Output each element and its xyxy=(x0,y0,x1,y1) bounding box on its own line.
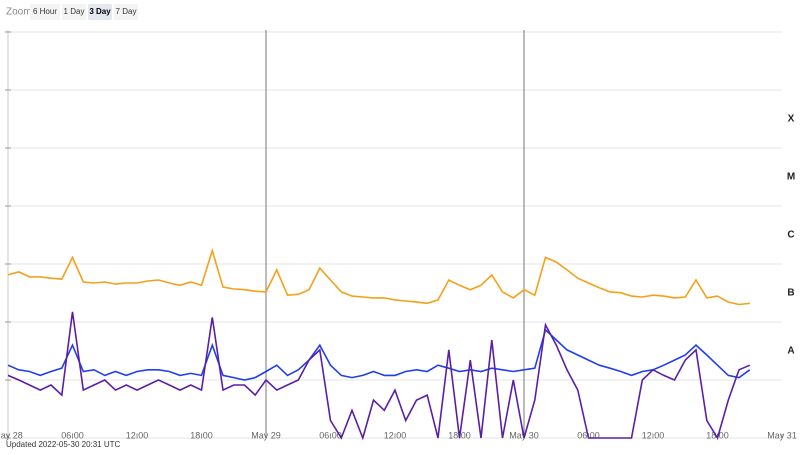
zoom-button[interactable] xyxy=(114,4,138,20)
class-label: X xyxy=(788,114,795,125)
class-label: M xyxy=(787,172,795,183)
zoom-button-label[interactable]: 1 Day xyxy=(64,7,85,16)
zoom-label: Zoom xyxy=(6,7,32,18)
zoom-button[interactable] xyxy=(62,4,86,20)
x-tick-label: May 29 xyxy=(251,430,281,440)
zoom-button[interactable] xyxy=(88,4,112,20)
x-tick-label: 06:00 xyxy=(319,430,342,440)
x-tick-label: May 31 xyxy=(767,430,797,440)
zoom-button[interactable] xyxy=(30,4,60,20)
x-tick-label: 12:00 xyxy=(642,430,665,440)
class-label: C xyxy=(787,230,794,241)
class-label: A xyxy=(787,346,794,357)
zoom-button-label[interactable]: 7 Day xyxy=(116,7,137,16)
x-tick-label: 18:00 xyxy=(190,430,213,440)
x-tick-label: 12:00 xyxy=(126,430,149,440)
plot: A B C M X May 28 06:00 12:00 18:00 May 29 06:00 12:… xyxy=(0,30,797,441)
flux-line xyxy=(7,311,751,441)
x-tick-label: 12:00 xyxy=(384,430,407,440)
updated: Updated 2022-05-30 20:31 UTC xyxy=(6,440,121,449)
x-tick-label: 06:00 xyxy=(61,430,84,440)
zoom-buttons: 6 Hour 1 Day 3 Day 7 Day xyxy=(30,4,138,20)
zoom-button-label[interactable]: 3 Day xyxy=(89,7,111,16)
x-tick-label: May 28 xyxy=(0,430,23,440)
flux-line xyxy=(7,247,750,306)
zoom-button-label[interactable]: 6 Hour xyxy=(33,7,57,16)
class-label: B xyxy=(787,288,794,299)
flux-line xyxy=(7,328,751,381)
